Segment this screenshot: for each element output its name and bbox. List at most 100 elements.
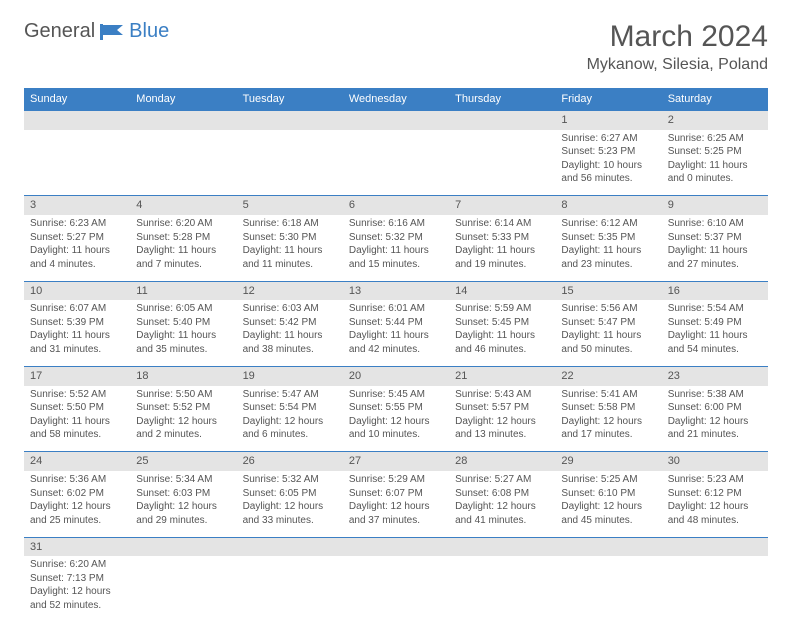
day-info-line: Sunset: 6:07 PM <box>349 487 443 501</box>
day-info-cell: Sunrise: 6:14 AMSunset: 5:33 PMDaylight:… <box>449 215 555 281</box>
day-number-cell: 28 <box>449 452 555 471</box>
day-info-line: Daylight: 11 hours and 50 minutes. <box>561 329 655 356</box>
day-number-cell <box>343 537 449 556</box>
day-number-cell: 27 <box>343 452 449 471</box>
header: GeneralBlue March 2024 Mykanow, Silesia,… <box>24 20 768 74</box>
day-info-line: Sunset: 5:49 PM <box>668 316 762 330</box>
day-info-cell: Sunrise: 5:59 AMSunset: 5:45 PMDaylight:… <box>449 300 555 366</box>
day-number-cell <box>343 111 449 130</box>
day-info-line: Sunrise: 6:18 AM <box>243 217 337 231</box>
day-info-cell: Sunrise: 6:20 AMSunset: 5:28 PMDaylight:… <box>130 215 236 281</box>
day-info-line: Sunset: 5:42 PM <box>243 316 337 330</box>
day-info-cell: Sunrise: 6:10 AMSunset: 5:37 PMDaylight:… <box>662 215 768 281</box>
day-info-row: Sunrise: 5:36 AMSunset: 6:02 PMDaylight:… <box>24 471 768 537</box>
day-number-cell <box>24 111 130 130</box>
day-number-cell <box>130 537 236 556</box>
day-number-row: 3456789 <box>24 196 768 215</box>
day-info-line: Sunset: 5:52 PM <box>136 401 230 415</box>
day-info-line: Sunset: 5:28 PM <box>136 231 230 245</box>
day-info-line: Sunrise: 6:16 AM <box>349 217 443 231</box>
weekday-header: Friday <box>555 88 661 111</box>
day-number-cell: 7 <box>449 196 555 215</box>
day-info-cell: Sunrise: 6:16 AMSunset: 5:32 PMDaylight:… <box>343 215 449 281</box>
day-number-row: 24252627282930 <box>24 452 768 471</box>
day-info-line: Sunrise: 6:12 AM <box>561 217 655 231</box>
day-info-line: Daylight: 11 hours and 11 minutes. <box>243 244 337 271</box>
day-info-line: Sunset: 5:25 PM <box>668 145 762 159</box>
day-info-line: Sunset: 5:37 PM <box>668 231 762 245</box>
day-info-line: Sunset: 5:39 PM <box>30 316 124 330</box>
day-info-line: Sunset: 5:54 PM <box>243 401 337 415</box>
day-info-cell: Sunrise: 5:41 AMSunset: 5:58 PMDaylight:… <box>555 386 661 452</box>
day-info-cell: Sunrise: 6:27 AMSunset: 5:23 PMDaylight:… <box>555 130 661 196</box>
day-info-cell: Sunrise: 6:18 AMSunset: 5:30 PMDaylight:… <box>237 215 343 281</box>
day-info-cell <box>449 130 555 196</box>
day-info-line: Daylight: 12 hours and 29 minutes. <box>136 500 230 527</box>
day-number-cell: 10 <box>24 281 130 300</box>
day-number-cell: 3 <box>24 196 130 215</box>
day-info-cell: Sunrise: 6:12 AMSunset: 5:35 PMDaylight:… <box>555 215 661 281</box>
day-info-cell: Sunrise: 5:27 AMSunset: 6:08 PMDaylight:… <box>449 471 555 537</box>
day-info-row: Sunrise: 6:23 AMSunset: 5:27 PMDaylight:… <box>24 215 768 281</box>
day-number-cell: 6 <box>343 196 449 215</box>
day-info-line: Daylight: 12 hours and 45 minutes. <box>561 500 655 527</box>
day-number-cell: 12 <box>237 281 343 300</box>
day-info-line: Sunrise: 6:07 AM <box>30 302 124 316</box>
day-info-cell: Sunrise: 6:03 AMSunset: 5:42 PMDaylight:… <box>237 300 343 366</box>
logo-flag-icon <box>99 23 125 41</box>
day-info-line: Daylight: 12 hours and 6 minutes. <box>243 415 337 442</box>
day-number-cell: 17 <box>24 366 130 385</box>
day-info-cell <box>130 556 236 622</box>
day-info-line: Sunset: 5:44 PM <box>349 316 443 330</box>
title-month: March 2024 <box>587 20 768 54</box>
day-number-cell: 23 <box>662 366 768 385</box>
day-info-line: Daylight: 11 hours and 35 minutes. <box>136 329 230 356</box>
day-number-cell: 11 <box>130 281 236 300</box>
day-info-line: Sunrise: 5:56 AM <box>561 302 655 316</box>
day-number-cell <box>449 537 555 556</box>
day-info-cell <box>343 556 449 622</box>
day-info-line: Daylight: 11 hours and 4 minutes. <box>30 244 124 271</box>
weekday-header-row: Sunday Monday Tuesday Wednesday Thursday… <box>24 88 768 111</box>
day-info-cell <box>449 556 555 622</box>
day-info-line: Daylight: 11 hours and 42 minutes. <box>349 329 443 356</box>
day-number-cell: 8 <box>555 196 661 215</box>
day-info-line: Daylight: 11 hours and 31 minutes. <box>30 329 124 356</box>
day-info-line: Daylight: 11 hours and 19 minutes. <box>455 244 549 271</box>
day-number-cell: 31 <box>24 537 130 556</box>
day-info-line: Sunset: 6:03 PM <box>136 487 230 501</box>
day-number-row: 12 <box>24 111 768 130</box>
day-info-cell: Sunrise: 5:29 AMSunset: 6:07 PMDaylight:… <box>343 471 449 537</box>
day-info-line: Daylight: 12 hours and 17 minutes. <box>561 415 655 442</box>
day-info-cell <box>343 130 449 196</box>
day-info-line: Daylight: 11 hours and 38 minutes. <box>243 329 337 356</box>
day-info-line: Sunset: 6:10 PM <box>561 487 655 501</box>
day-info-line: Sunset: 5:32 PM <box>349 231 443 245</box>
day-info-line: Daylight: 11 hours and 0 minutes. <box>668 159 762 186</box>
day-info-cell: Sunrise: 5:32 AMSunset: 6:05 PMDaylight:… <box>237 471 343 537</box>
day-info-line: Sunrise: 5:59 AM <box>455 302 549 316</box>
day-info-line: Sunrise: 5:27 AM <box>455 473 549 487</box>
day-info-line: Sunrise: 5:41 AM <box>561 388 655 402</box>
day-info-row: Sunrise: 6:20 AMSunset: 7:13 PMDaylight:… <box>24 556 768 622</box>
day-info-cell: Sunrise: 5:47 AMSunset: 5:54 PMDaylight:… <box>237 386 343 452</box>
weekday-header: Sunday <box>24 88 130 111</box>
day-info-line: Daylight: 12 hours and 52 minutes. <box>30 585 124 612</box>
day-info-line: Sunrise: 6:27 AM <box>561 132 655 146</box>
calendar-table: Sunday Monday Tuesday Wednesday Thursday… <box>24 88 768 622</box>
day-info-line: Sunset: 5:40 PM <box>136 316 230 330</box>
day-info-cell <box>555 556 661 622</box>
day-number-cell: 18 <box>130 366 236 385</box>
day-info-line: Sunset: 6:00 PM <box>668 401 762 415</box>
day-info-line: Sunrise: 6:23 AM <box>30 217 124 231</box>
day-info-line: Sunrise: 6:05 AM <box>136 302 230 316</box>
weekday-header: Tuesday <box>237 88 343 111</box>
day-info-row: Sunrise: 5:52 AMSunset: 5:50 PMDaylight:… <box>24 386 768 452</box>
day-info-cell: Sunrise: 5:38 AMSunset: 6:00 PMDaylight:… <box>662 386 768 452</box>
day-info-cell: Sunrise: 5:52 AMSunset: 5:50 PMDaylight:… <box>24 386 130 452</box>
day-info-row: Sunrise: 6:07 AMSunset: 5:39 PMDaylight:… <box>24 300 768 366</box>
day-number-cell: 22 <box>555 366 661 385</box>
day-info-line: Sunset: 6:02 PM <box>30 487 124 501</box>
day-info-cell: Sunrise: 6:20 AMSunset: 7:13 PMDaylight:… <box>24 556 130 622</box>
day-number-cell: 13 <box>343 281 449 300</box>
